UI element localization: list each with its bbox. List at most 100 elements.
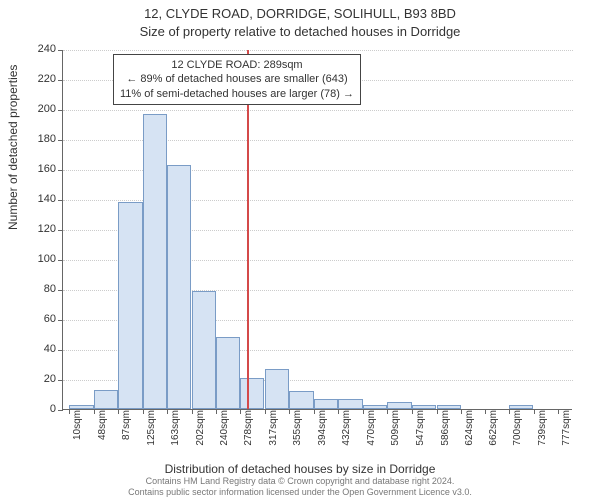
histogram-bar	[387, 402, 411, 410]
xtick-mark	[265, 409, 266, 414]
xtick-label: 10sqm	[72, 410, 83, 460]
xtick-label: 87sqm	[121, 410, 132, 460]
xtick-mark	[412, 409, 413, 414]
xtick-label: 48sqm	[97, 410, 108, 460]
xtick-mark	[192, 409, 193, 414]
ytick-label: 0	[12, 403, 56, 415]
xtick-label: 586sqm	[440, 410, 451, 460]
chart-title-main: 12, CLYDE ROAD, DORRIDGE, SOLIHULL, B93 …	[0, 6, 600, 21]
xtick-mark	[69, 409, 70, 414]
xtick-label: 278sqm	[243, 410, 254, 460]
ytick-mark	[58, 80, 63, 81]
gridline	[63, 170, 573, 171]
ytick-mark	[58, 410, 63, 411]
ytick-mark	[58, 290, 63, 291]
xtick-mark	[289, 409, 290, 414]
histogram-bar	[338, 399, 362, 410]
plot-area: 12 CLYDE ROAD: 289sqm ← 89% of detached …	[62, 50, 572, 410]
ytick-mark	[58, 320, 63, 321]
xtick-label: 240sqm	[219, 410, 230, 460]
xtick-label: 432sqm	[341, 410, 352, 460]
histogram-bar	[314, 399, 338, 410]
annotation-box: 12 CLYDE ROAD: 289sqm ← 89% of detached …	[113, 54, 361, 105]
histogram-bar	[265, 369, 289, 410]
gridline	[63, 200, 573, 201]
ytick-mark	[58, 230, 63, 231]
ytick-label: 160	[12, 163, 56, 175]
ytick-label: 80	[12, 283, 56, 295]
xtick-label: 700sqm	[512, 410, 523, 460]
ytick-mark	[58, 350, 63, 351]
ytick-label: 20	[12, 373, 56, 385]
annotation-line-3: 11% of semi-detached houses are larger (…	[120, 87, 354, 101]
xtick-label: 777sqm	[561, 410, 572, 460]
xtick-label: 317sqm	[268, 410, 279, 460]
xtick-mark	[509, 409, 510, 414]
histogram-bar	[216, 337, 240, 409]
xtick-label: 470sqm	[366, 410, 377, 460]
chart-title-sub: Size of property relative to detached ho…	[0, 24, 600, 39]
ytick-mark	[58, 260, 63, 261]
gridline	[63, 140, 573, 141]
xtick-mark	[363, 409, 364, 414]
xtick-mark	[485, 409, 486, 414]
ytick-mark	[58, 380, 63, 381]
histogram-bar	[363, 405, 387, 410]
footer-line-1: Contains HM Land Registry data © Crown c…	[0, 476, 600, 487]
xtick-mark	[437, 409, 438, 414]
xtick-label: 163sqm	[170, 410, 181, 460]
y-axis-title: Number of detached properties	[6, 65, 20, 230]
xtick-label: 662sqm	[488, 410, 499, 460]
footer-credits: Contains HM Land Registry data © Crown c…	[0, 476, 600, 498]
x-axis-title: Distribution of detached houses by size …	[0, 462, 600, 476]
xtick-label: 739sqm	[537, 410, 548, 460]
ytick-label: 200	[12, 103, 56, 115]
ytick-label: 60	[12, 313, 56, 325]
histogram-bar	[240, 378, 264, 410]
xtick-mark	[461, 409, 462, 414]
xtick-mark	[534, 409, 535, 414]
xtick-label: 509sqm	[390, 410, 401, 460]
histogram-bar	[192, 291, 216, 410]
xtick-mark	[216, 409, 217, 414]
xtick-mark	[143, 409, 144, 414]
ytick-mark	[58, 140, 63, 141]
ytick-label: 220	[12, 73, 56, 85]
histogram-bar	[437, 405, 461, 410]
gridline	[63, 50, 573, 51]
xtick-mark	[387, 409, 388, 414]
ytick-label: 180	[12, 133, 56, 145]
histogram-bar	[509, 405, 533, 410]
ytick-label: 120	[12, 223, 56, 235]
histogram-bar	[69, 405, 93, 410]
ytick-label: 240	[12, 43, 56, 55]
ytick-mark	[58, 110, 63, 111]
ytick-label: 40	[12, 343, 56, 355]
chart-container: 12, CLYDE ROAD, DORRIDGE, SOLIHULL, B93 …	[0, 0, 600, 500]
histogram-bar	[167, 165, 191, 410]
xtick-label: 202sqm	[195, 410, 206, 460]
xtick-mark	[167, 409, 168, 414]
footer-line-2: Contains public sector information licen…	[0, 487, 600, 498]
xtick-label: 624sqm	[464, 410, 475, 460]
ytick-mark	[58, 200, 63, 201]
xtick-mark	[94, 409, 95, 414]
gridline	[63, 110, 573, 111]
xtick-label: 394sqm	[317, 410, 328, 460]
histogram-bar	[412, 405, 436, 410]
xtick-mark	[338, 409, 339, 414]
xtick-mark	[240, 409, 241, 414]
histogram-bar	[289, 391, 313, 409]
xtick-label: 547sqm	[415, 410, 426, 460]
ytick-mark	[58, 50, 63, 51]
ytick-mark	[58, 170, 63, 171]
histogram-bar	[94, 390, 118, 410]
xtick-mark	[314, 409, 315, 414]
xtick-mark	[118, 409, 119, 414]
annotation-line-2: ← 89% of detached houses are smaller (64…	[120, 72, 354, 86]
histogram-bar	[118, 202, 142, 409]
ytick-label: 100	[12, 253, 56, 265]
annotation-line-1: 12 CLYDE ROAD: 289sqm	[120, 58, 354, 72]
xtick-mark	[558, 409, 559, 414]
xtick-label: 355sqm	[292, 410, 303, 460]
